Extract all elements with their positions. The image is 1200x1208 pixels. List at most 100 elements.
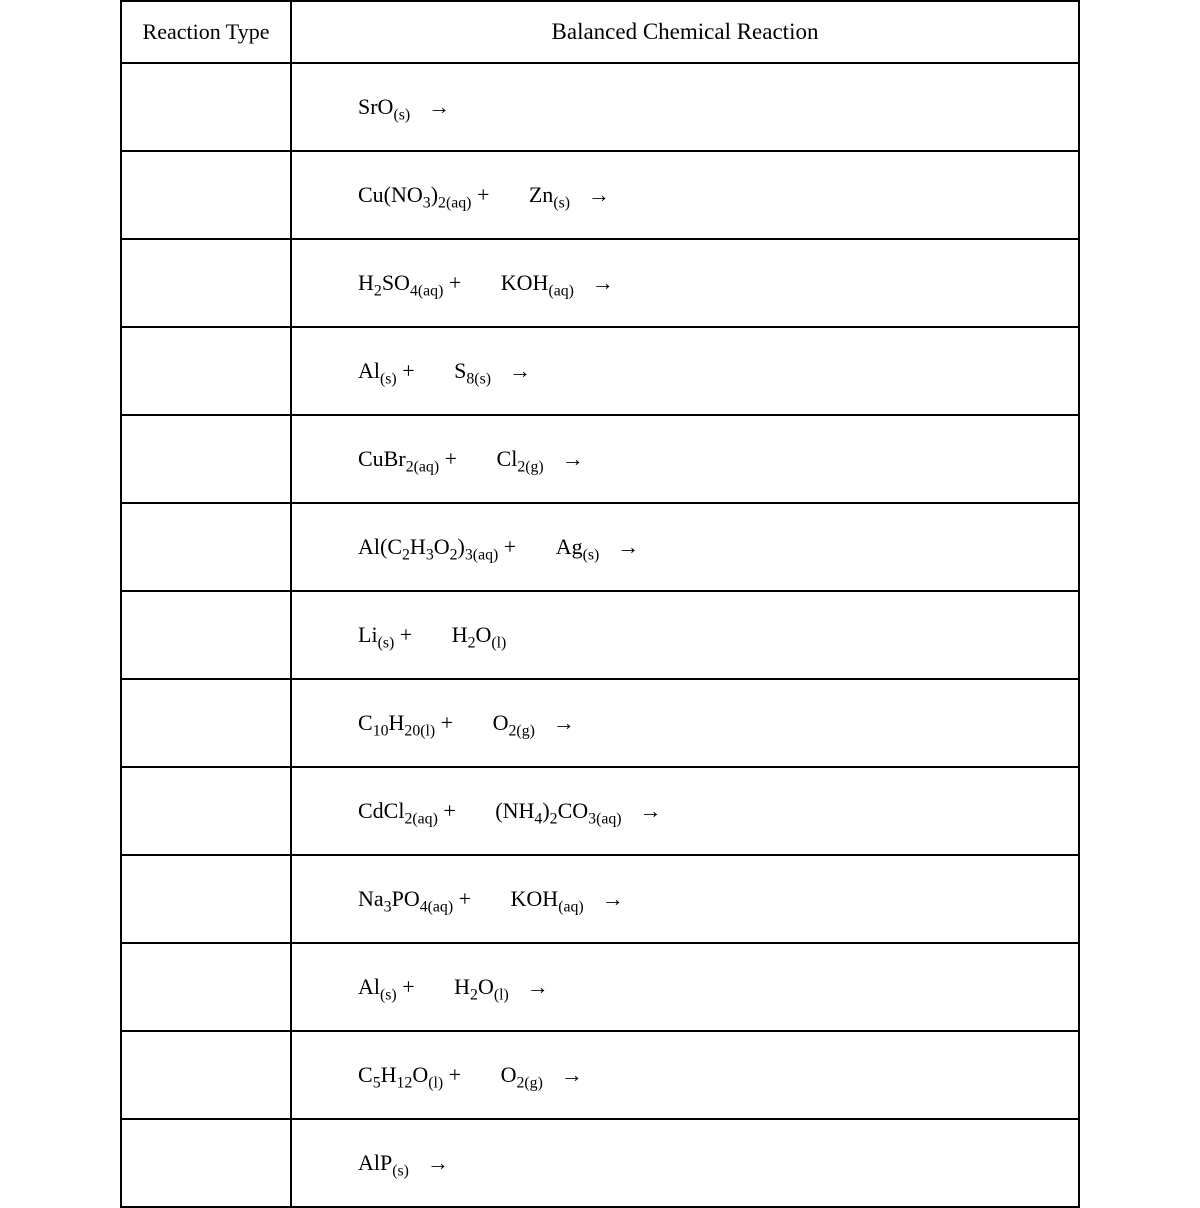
reaction-type-cell <box>122 152 292 238</box>
table-row: Al(s) + H2O(l)→ <box>122 942 1078 1030</box>
table-row: Al(s) + S8(s) → <box>122 326 1078 414</box>
chemical-species: Al(C2H3O2)3(aq) <box>358 534 498 559</box>
chemical-species: CdCl2(aq) <box>358 798 438 823</box>
table-row: H2SO4(aq) + KOH(aq) → <box>122 238 1078 326</box>
table-row: CdCl2(aq) + (NH4)2CO3(aq) → <box>122 766 1078 854</box>
chemical-species: KOH(aq) <box>511 886 584 911</box>
plus-sign: + <box>443 270 466 295</box>
reaction-type-cell <box>122 64 292 150</box>
plus-sign: + <box>394 622 417 647</box>
reaction-cell: CdCl2(aq) + (NH4)2CO3(aq) → <box>292 768 1078 854</box>
chemical-species: O2(g) <box>493 710 535 735</box>
reaction-expression: Al(s) + S8(s) → <box>358 358 531 384</box>
chemical-species: KOH(aq) <box>501 270 574 295</box>
reaction-cell: Cu(NO3)2(aq) + Zn(s) → <box>292 152 1078 238</box>
header-balanced-reaction: Balanced Chemical Reaction <box>292 2 1078 62</box>
reaction-type-cell <box>122 328 292 414</box>
reaction-type-cell <box>122 592 292 678</box>
reaction-arrow-icon: → <box>617 534 639 559</box>
chemical-species: CuBr2(aq) <box>358 446 439 471</box>
reaction-arrow-icon: → <box>562 446 584 471</box>
reaction-table: Reaction Type Balanced Chemical Reaction… <box>120 0 1080 1208</box>
plus-sign: + <box>438 798 461 823</box>
reaction-expression: H2SO4(aq) + KOH(aq) → <box>358 270 614 296</box>
reaction-expression: Cu(NO3)2(aq) + Zn(s) → <box>358 182 610 208</box>
chemical-species: O2(g) <box>501 1062 543 1087</box>
plus-sign: + <box>443 1062 466 1087</box>
reaction-type-cell <box>122 416 292 502</box>
plus-sign: + <box>397 974 420 999</box>
reaction-arrow-icon: → <box>509 358 531 383</box>
plus-sign: + <box>471 182 494 207</box>
reaction-expression: CuBr2(aq) + Cl2(g) → <box>358 446 584 472</box>
chemical-species: C10H20(l) <box>358 710 435 735</box>
reaction-arrow-icon: → <box>592 270 614 295</box>
reaction-arrow-icon: → <box>527 974 549 999</box>
chemical-species: S8(s) <box>454 358 491 383</box>
table-header-row: Reaction Type Balanced Chemical Reaction <box>122 0 1078 62</box>
table-row: CuBr2(aq) + Cl2(g) → <box>122 414 1078 502</box>
table-row: Na3PO4(aq) + KOH(aq) → <box>122 854 1078 942</box>
reaction-cell: C10H20(l) + O2(g) → <box>292 680 1078 766</box>
reaction-type-cell <box>122 856 292 942</box>
plus-sign: + <box>397 358 420 383</box>
reaction-expression: CdCl2(aq) + (NH4)2CO3(aq) → <box>358 798 662 824</box>
plus-sign: + <box>453 886 476 911</box>
reaction-type-cell <box>122 504 292 590</box>
chemical-species: (NH4)2CO3(aq) <box>495 798 621 823</box>
table-row: AlP(s)→ <box>122 1118 1078 1206</box>
table-row: Li(s) + H2O(l) <box>122 590 1078 678</box>
reaction-arrow-icon: → <box>640 798 662 823</box>
table-row: C5H12O(l) + O2(g) → <box>122 1030 1078 1118</box>
reaction-arrow-icon: → <box>588 182 610 207</box>
reaction-cell: Na3PO4(aq) + KOH(aq) → <box>292 856 1078 942</box>
reaction-cell: H2SO4(aq) + KOH(aq) → <box>292 240 1078 326</box>
reaction-cell: Al(C2H3O2)3(aq) + Ag(s) → <box>292 504 1078 590</box>
reaction-cell: Al(s) + S8(s) → <box>292 328 1078 414</box>
chemical-species: Ag(s) <box>556 534 600 559</box>
chemical-species: Cu(NO3)2(aq) <box>358 182 471 207</box>
chemical-species: H2SO4(aq) <box>358 270 443 295</box>
plus-sign: + <box>435 710 458 735</box>
table-row: C10H20(l) + O2(g) → <box>122 678 1078 766</box>
chemical-species: Zn(s) <box>529 182 570 207</box>
reaction-expression: C10H20(l) + O2(g) → <box>358 710 575 736</box>
reaction-arrow-icon: → <box>602 886 624 911</box>
reaction-cell: Li(s) + H2O(l) <box>292 592 1078 678</box>
plus-sign: + <box>498 534 521 559</box>
chemical-species: Cl2(g) <box>497 446 544 471</box>
reaction-expression: SrO(s) → <box>358 94 450 120</box>
page: Reaction Type Balanced Chemical Reaction… <box>0 0 1200 1206</box>
chemical-species: H2O(l) <box>454 974 509 999</box>
reaction-type-cell <box>122 680 292 766</box>
table-row: Al(C2H3O2)3(aq) + Ag(s) → <box>122 502 1078 590</box>
reaction-expression: Li(s) + H2O(l) <box>358 622 506 648</box>
chemical-species: Na3PO4(aq) <box>358 886 453 911</box>
chemical-species: H2O(l) <box>452 622 507 647</box>
reaction-arrow-icon: → <box>561 1062 583 1087</box>
table-row: SrO(s) → <box>122 62 1078 150</box>
reaction-cell: CuBr2(aq) + Cl2(g) → <box>292 416 1078 502</box>
reaction-arrow-icon: → <box>428 94 450 119</box>
reaction-expression: C5H12O(l) + O2(g) → <box>358 1062 583 1088</box>
chemical-species: C5H12O(l) <box>358 1062 443 1087</box>
reaction-type-cell <box>122 944 292 1030</box>
reaction-arrow-icon: → <box>553 710 575 735</box>
reaction-cell: SrO(s) → <box>292 64 1078 150</box>
reaction-cell: C5H12O(l) + O2(g) → <box>292 1032 1078 1118</box>
chemical-species: AlP(s) <box>358 1150 409 1175</box>
reaction-expression: AlP(s)→ <box>358 1150 449 1176</box>
plus-sign: + <box>439 446 462 471</box>
chemical-species: Al(s) <box>358 358 397 383</box>
reaction-expression: Al(s) + H2O(l)→ <box>358 974 549 1000</box>
reaction-expression: Na3PO4(aq) + KOH(aq) → <box>358 886 624 912</box>
chemical-species: SrO(s) <box>358 94 410 119</box>
reaction-type-cell <box>122 1032 292 1118</box>
reaction-type-cell <box>122 240 292 326</box>
chemical-species: Li(s) <box>358 622 394 647</box>
reaction-cell: Al(s) + H2O(l)→ <box>292 944 1078 1030</box>
reaction-type-cell <box>122 768 292 854</box>
reaction-type-cell <box>122 1120 292 1206</box>
reaction-expression: Al(C2H3O2)3(aq) + Ag(s) → <box>358 534 639 560</box>
reaction-cell: AlP(s)→ <box>292 1120 1078 1206</box>
